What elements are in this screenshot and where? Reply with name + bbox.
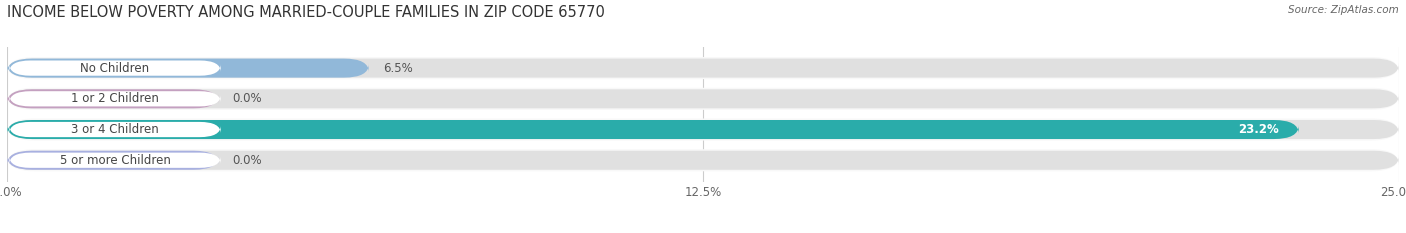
FancyBboxPatch shape (7, 149, 1399, 171)
FancyBboxPatch shape (7, 58, 1399, 78)
FancyBboxPatch shape (7, 88, 1399, 110)
FancyBboxPatch shape (7, 151, 218, 170)
FancyBboxPatch shape (10, 91, 221, 106)
FancyBboxPatch shape (7, 89, 218, 108)
FancyBboxPatch shape (7, 57, 1399, 79)
Text: Source: ZipAtlas.com: Source: ZipAtlas.com (1288, 5, 1399, 15)
FancyBboxPatch shape (7, 118, 1399, 140)
FancyBboxPatch shape (7, 120, 1399, 139)
FancyBboxPatch shape (10, 153, 221, 168)
Text: 5 or more Children: 5 or more Children (59, 154, 170, 167)
Text: 23.2%: 23.2% (1239, 123, 1279, 136)
FancyBboxPatch shape (10, 61, 221, 76)
Text: 6.5%: 6.5% (382, 62, 412, 75)
Text: 3 or 4 Children: 3 or 4 Children (72, 123, 159, 136)
Text: No Children: No Children (80, 62, 149, 75)
Text: INCOME BELOW POVERTY AMONG MARRIED-COUPLE FAMILIES IN ZIP CODE 65770: INCOME BELOW POVERTY AMONG MARRIED-COUPL… (7, 5, 605, 20)
FancyBboxPatch shape (7, 151, 1399, 170)
FancyBboxPatch shape (7, 58, 368, 78)
Text: 0.0%: 0.0% (232, 92, 262, 105)
Text: 1 or 2 Children: 1 or 2 Children (72, 92, 159, 105)
FancyBboxPatch shape (7, 120, 1299, 139)
FancyBboxPatch shape (10, 122, 221, 137)
FancyBboxPatch shape (7, 89, 1399, 108)
Text: 0.0%: 0.0% (232, 154, 262, 167)
